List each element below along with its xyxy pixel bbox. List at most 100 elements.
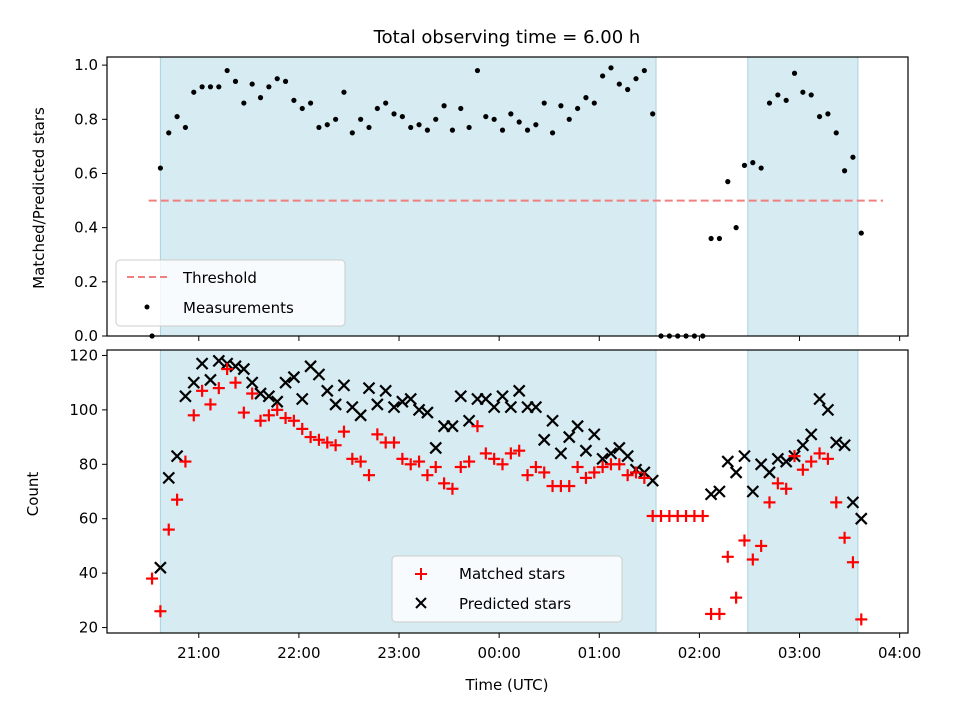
matched-star-point [312, 433, 325, 446]
measurement-point [433, 116, 439, 122]
matched-star-point [354, 455, 367, 468]
matched-star-point [154, 605, 167, 618]
predicted-marker-stroke [796, 438, 810, 452]
predicted-star-point [170, 449, 184, 463]
y-tick-label: 80 [79, 455, 98, 473]
predicted-marker-stroke [546, 414, 559, 428]
measurement-point [282, 78, 289, 84]
y-tick-label: 40 [79, 564, 98, 582]
matched-star-point [504, 447, 517, 460]
predicted-marker-stroke [579, 444, 593, 457]
matched-star-point [279, 412, 292, 425]
predicted-star-point [571, 419, 584, 433]
predicted-marker-stroke [287, 370, 301, 384]
predicted-marker-stroke [446, 419, 459, 433]
predicted-marker-stroke [245, 376, 259, 389]
observing-window-2 [747, 350, 858, 633]
matched-star-point [346, 452, 359, 465]
predicted-marker-stroke [304, 360, 317, 373]
plot-frame [106, 349, 909, 634]
matched-star-point [588, 466, 601, 479]
measurement-point [750, 160, 756, 166]
measurement-point [633, 76, 639, 82]
measurement-point [641, 67, 647, 74]
predicted-marker-stroke [279, 376, 292, 389]
matched-star-point [246, 387, 259, 400]
predicted-marker-stroke [771, 452, 785, 466]
predicted-legend-swatch [415, 597, 427, 609]
matched-star-point [162, 523, 175, 536]
matched-star-point [830, 496, 843, 509]
predicted-star-point [771, 452, 785, 466]
bottom-y-axis-label: Count [24, 472, 42, 517]
predicted-marker-stroke [613, 441, 626, 455]
y-tick-label: 0.8 [74, 110, 98, 128]
measurement-point [725, 179, 731, 185]
measurement-point [491, 116, 497, 122]
matched-star-point [571, 461, 584, 474]
measurement-point [358, 116, 364, 122]
predicted-star-point [237, 362, 251, 376]
predicted-marker-stroke [354, 409, 367, 422]
predicted-star-point [537, 433, 551, 447]
measurement-point [241, 100, 247, 106]
predicted-star-point [854, 512, 868, 525]
predicted-marker-stroke [779, 455, 793, 468]
predicted-marker-stroke [604, 447, 618, 460]
predicted-star-point [713, 485, 726, 498]
predicted-star-point [554, 447, 568, 460]
matched-star-point [271, 403, 284, 416]
predicted-marker-stroke [462, 414, 476, 428]
matched-star-point [771, 477, 784, 490]
matched-star-point [454, 461, 467, 474]
predicted-star-point [821, 403, 835, 417]
matched-star-point [521, 469, 534, 482]
measurement-point [825, 111, 831, 117]
matched-star-point [171, 493, 184, 506]
bottom-axes: 20 40 60 80 100 120 21:00 22:00 23:00 00:00 01:00 0… [69, 346, 921, 662]
measurement-point [291, 97, 297, 103]
predicted-marker-stroke [329, 398, 342, 411]
predicted-star-point [245, 376, 259, 389]
measurement-point [157, 165, 163, 171]
y-tick-label: 1.0 [74, 56, 98, 74]
matched-star-point [855, 613, 868, 626]
predicted-star-point [579, 444, 593, 457]
measurement-point [516, 119, 522, 125]
predicted-marker-stroke [270, 395, 284, 408]
measurement-point [366, 124, 372, 131]
matched-star-point [287, 414, 300, 427]
predicted-star-point [796, 438, 810, 452]
matched-star-point [846, 556, 859, 569]
predicted-marker-stroke [404, 392, 417, 406]
measurement-point [166, 130, 172, 136]
measurement-point [441, 103, 447, 109]
predicted-marker-stroke [763, 466, 776, 479]
predicted-star-point [763, 466, 776, 479]
predicted-star-point [354, 409, 367, 422]
matched-star-point [237, 406, 250, 419]
predicted-star-point [421, 406, 434, 419]
matched-star-point [529, 461, 542, 474]
matched-star-point [254, 414, 267, 427]
measurement-point [816, 113, 823, 120]
predicted-marker-stroke [821, 403, 835, 417]
predicted-marker-stroke [838, 438, 851, 452]
predicted-star-point [604, 447, 618, 460]
measurement-point [191, 89, 197, 95]
predicted-marker-stroke [846, 496, 860, 509]
observing-window-2 [747, 57, 858, 336]
predicted-marker-stroke [454, 389, 468, 403]
predicted-marker-stroke [237, 362, 251, 376]
bottom-legend-box [391, 555, 623, 623]
measurement-point [766, 100, 773, 106]
top-axes: 0.0 0.2 0.4 0.6 0.8 1.0 [74, 56, 909, 345]
bottom-panel: 20 40 60 80 100 120 21:00 22:00 23:00 00:00 01:00 0… [24, 346, 921, 694]
matched-star-point [179, 455, 192, 468]
x-tick-label: 21:00 [177, 644, 220, 662]
matched-star-point [638, 471, 651, 484]
predicted-star-point [621, 449, 634, 463]
matched-star-point [396, 452, 409, 465]
measurement-point [524, 127, 531, 133]
y-tick-label: 60 [79, 510, 98, 528]
